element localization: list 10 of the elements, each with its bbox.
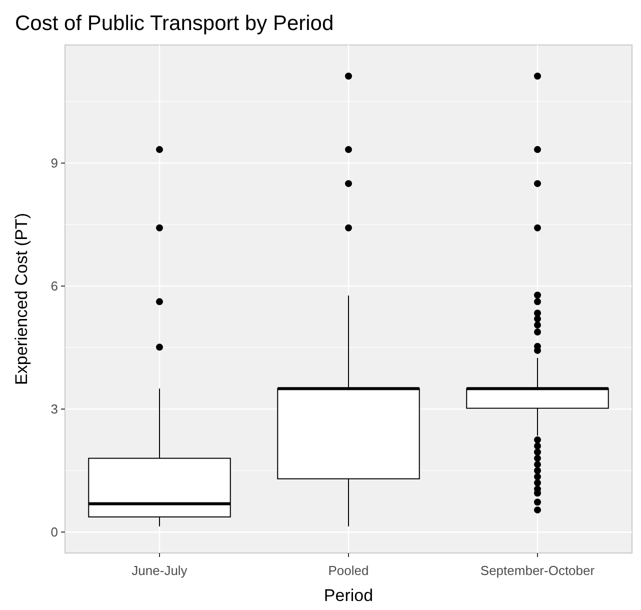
- y-axis-title: Experienced Cost (PT): [12, 213, 31, 385]
- y-tick-label: 0: [50, 524, 58, 540]
- y-tick-label: 9: [50, 156, 58, 171]
- y-tick-label: 6: [50, 278, 58, 294]
- x-tick-label: Pooled: [328, 563, 369, 578]
- x-tick-label: June-July: [132, 563, 188, 578]
- x-axis-title: Period: [324, 586, 374, 605]
- chart-title: Cost of Public Transport by Period: [15, 12, 334, 35]
- y-tick-label: 3: [50, 402, 58, 417]
- x-tick-label: September-October: [480, 563, 596, 578]
